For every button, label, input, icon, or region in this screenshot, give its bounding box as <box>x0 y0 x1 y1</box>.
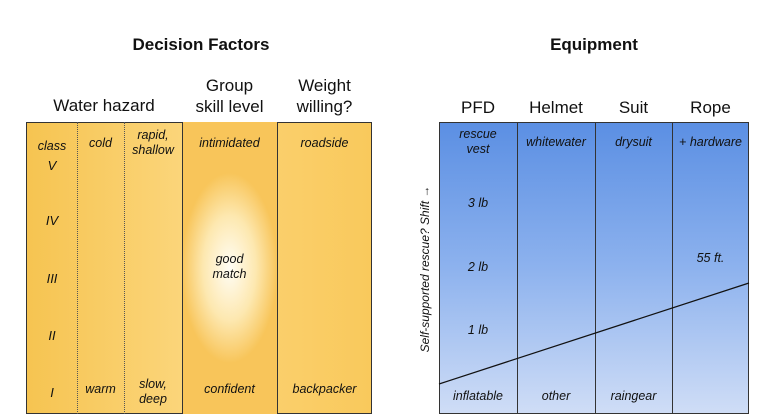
helmet-other: other <box>541 389 571 403</box>
pfd-weight-2lb: 2 lb <box>467 260 489 274</box>
pfd-rescue-vest: rescue vest <box>459 127 497 156</box>
divider-pfd-helmet <box>517 122 518 414</box>
weight-willing-header: Weight willing? <box>296 76 353 116</box>
class-ii: II <box>48 328 56 343</box>
rope-55ft: 55 ft. <box>696 251 725 265</box>
skill-intimidated: intimidated <box>199 136 260 150</box>
suit-header: Suit <box>618 98 649 117</box>
temp-cold: cold <box>89 136 112 150</box>
flow-slow-deep: slow, deep <box>139 377 167 406</box>
water-hazard-header: Water hazard <box>53 96 155 115</box>
divider-helmet-suit <box>595 122 596 414</box>
flow-rapid-shallow: rapid, shallow <box>132 128 174 157</box>
rope-header: Rope <box>690 98 731 117</box>
divider-temp-flow <box>124 122 125 414</box>
divider-skill-weight <box>277 122 278 414</box>
pfd-weight-1lb: 1 lb <box>467 323 489 337</box>
helmet-header: Helmet <box>529 98 583 117</box>
group-skill-header: Group skill level <box>195 76 264 116</box>
self-supported-rescue-label: Self-supported rescue? Shift → <box>418 185 432 353</box>
suit-drysuit: drysuit <box>615 135 652 149</box>
class-i: I <box>50 385 54 400</box>
divider-class-temp <box>77 122 78 414</box>
weight-roadside: roadside <box>300 136 349 150</box>
equipment-title: Equipment <box>550 35 638 54</box>
class-label: class V <box>37 139 67 173</box>
skill-good-match: good match <box>212 252 247 281</box>
temp-warm: warm <box>85 382 116 396</box>
class-iii: III <box>46 271 58 286</box>
helmet-whitewater: whitewater <box>526 135 586 149</box>
divider-hazard-skill <box>182 122 183 414</box>
weight-backpacker: backpacker <box>292 382 357 396</box>
pfd-weight-3lb: 3 lb <box>467 196 489 210</box>
skill-confident: confident <box>204 382 255 396</box>
pfd-header: PFD <box>461 98 495 117</box>
decision-factors-title: Decision Factors <box>132 35 270 54</box>
skill-level-column <box>182 122 277 414</box>
equipment-panel <box>439 122 749 414</box>
divider-suit-rope <box>672 122 673 414</box>
pfd-inflatable: inflatable <box>452 389 504 403</box>
class-iv: IV <box>45 213 59 228</box>
rope-hardware: + hardware <box>679 135 742 149</box>
shift-trend-line <box>438 282 750 385</box>
suit-raingear: raingear <box>610 389 657 403</box>
